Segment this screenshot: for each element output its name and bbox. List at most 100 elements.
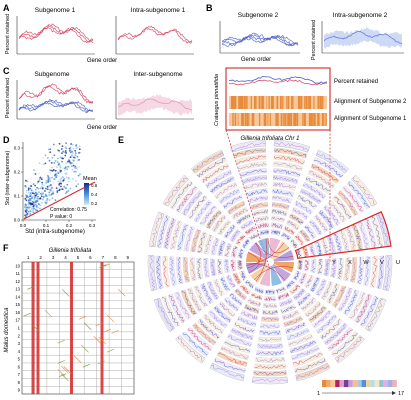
circos-track-line bbox=[224, 259, 229, 273]
zoom-tick bbox=[287, 96, 290, 109]
circos-track-line bbox=[315, 241, 322, 256]
scatter-point bbox=[37, 197, 39, 200]
circos-ring-segment bbox=[363, 256, 371, 286]
panel-d-colorbar bbox=[84, 183, 89, 205]
circos-center-segment bbox=[270, 238, 281, 259]
circos-ring-segment bbox=[292, 270, 302, 281]
scatter-point bbox=[49, 148, 52, 151]
colorscale-cell bbox=[322, 380, 327, 387]
scatter-point bbox=[36, 193, 39, 196]
scatter-point bbox=[51, 166, 54, 169]
circos-ring-segment bbox=[354, 293, 373, 324]
scatter-point bbox=[74, 149, 77, 152]
zoom-tick bbox=[312, 113, 314, 126]
panel-e-scale-arrowhead bbox=[392, 391, 396, 395]
circos-ring-segment bbox=[285, 321, 307, 334]
scatter-point bbox=[49, 169, 51, 172]
circos-ring-segment bbox=[230, 259, 237, 272]
panel-c-right-curves bbox=[117, 94, 193, 116]
scatter-point bbox=[56, 166, 58, 169]
circos-track-line bbox=[220, 277, 230, 291]
circos-ring-segment bbox=[191, 322, 217, 346]
zoom-tick bbox=[276, 96, 278, 109]
circos-track-line bbox=[195, 286, 208, 306]
scatter-point bbox=[42, 191, 45, 193]
scatter-point bbox=[62, 177, 65, 180]
intra-subgenome-2-line bbox=[323, 31, 403, 44]
y-tick-label: 12 bbox=[15, 279, 20, 284]
scatter-point bbox=[28, 208, 31, 211]
panel-b-left-curves bbox=[221, 32, 299, 47]
scatter-point bbox=[77, 183, 79, 186]
circos-outer-arc bbox=[251, 376, 289, 385]
circos-track-line bbox=[252, 378, 288, 383]
circos-track-line bbox=[281, 232, 291, 240]
scatter-point bbox=[37, 202, 40, 205]
circos-outer-arc bbox=[315, 149, 350, 174]
panel-d-xlabel: Std (intra-subgenome) bbox=[25, 229, 85, 235]
highlight-column bbox=[100, 262, 104, 394]
colorscale-cell bbox=[330, 380, 336, 387]
circos-track-line bbox=[328, 201, 345, 222]
circos-track-line bbox=[287, 329, 309, 340]
circos-track-line bbox=[213, 215, 225, 232]
circos-track-line bbox=[283, 317, 303, 326]
circos-ring-segment bbox=[254, 363, 286, 370]
circos-track-line bbox=[234, 289, 247, 300]
scatter-point bbox=[64, 172, 67, 175]
circos-track-line bbox=[156, 298, 173, 331]
zoom-tick bbox=[234, 96, 237, 109]
scatter-point bbox=[54, 199, 57, 202]
scatter-point bbox=[77, 159, 79, 162]
panel-c-xlabel: Gene order bbox=[87, 125, 117, 131]
circos-track-line bbox=[273, 169, 300, 177]
circos-track-line bbox=[328, 283, 338, 304]
circos-ring-segment bbox=[291, 345, 320, 361]
scatter-point bbox=[48, 177, 50, 180]
circos-ring-segment bbox=[260, 323, 280, 329]
circos-center-segment bbox=[273, 250, 294, 262]
circos-ring-segment bbox=[331, 285, 347, 309]
sector-label-x: X bbox=[348, 260, 352, 266]
scatter-point bbox=[76, 168, 79, 171]
scatter-point bbox=[65, 147, 68, 150]
circos-track-line bbox=[310, 277, 319, 292]
scatter-point bbox=[59, 165, 61, 168]
y-tick-label: 10 bbox=[15, 263, 20, 268]
panel-d-pvalue: P value: 0 bbox=[50, 214, 72, 220]
circos-track-line bbox=[316, 152, 347, 172]
circos-track-line bbox=[265, 289, 275, 294]
circos-track-line bbox=[276, 287, 286, 293]
circos-track-line bbox=[182, 290, 197, 315]
scatter-point bbox=[52, 169, 55, 171]
circos-track-line bbox=[259, 330, 281, 335]
scatter-point bbox=[53, 178, 55, 181]
circos-ring-segment bbox=[176, 256, 184, 285]
circos-track-line bbox=[351, 257, 356, 283]
zoom-tick bbox=[318, 113, 320, 126]
zoom-tick bbox=[272, 96, 274, 109]
scatter-point bbox=[39, 176, 42, 179]
synteny-segment bbox=[44, 309, 52, 318]
circos-track-line bbox=[272, 182, 296, 189]
synteny-segment bbox=[82, 363, 90, 368]
scatter-point bbox=[41, 183, 44, 186]
circos-link bbox=[255, 238, 268, 282]
circos-track-line bbox=[237, 260, 243, 270]
x-tick-label: 8 bbox=[114, 255, 117, 260]
scatter-point bbox=[40, 195, 43, 198]
scatter-point bbox=[65, 191, 68, 193]
circos-center-segment bbox=[273, 262, 294, 273]
circos-track-line bbox=[296, 365, 330, 380]
circos-track-line bbox=[189, 196, 207, 219]
zoom-tick bbox=[304, 113, 306, 126]
zoom-tick bbox=[252, 113, 254, 126]
synteny-segment bbox=[59, 373, 67, 377]
circos-track-line bbox=[183, 257, 189, 282]
circos-track-line bbox=[162, 296, 179, 327]
circos-track-line bbox=[324, 258, 330, 276]
zoom-tick bbox=[325, 113, 327, 126]
scatter-point bbox=[34, 188, 37, 191]
scatter-point bbox=[28, 212, 31, 214]
circos-track-line bbox=[264, 296, 276, 302]
